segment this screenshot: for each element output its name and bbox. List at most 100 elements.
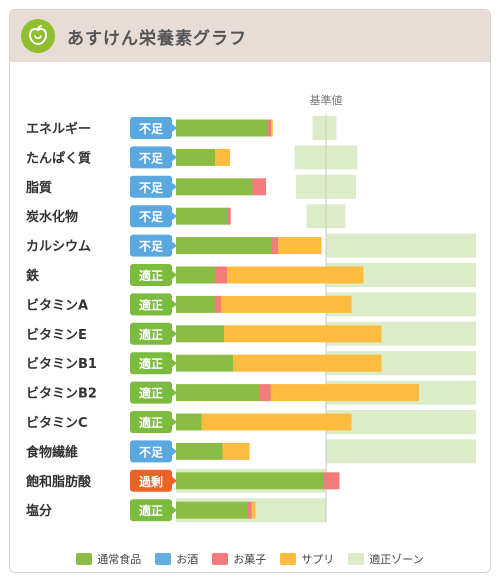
badge-pointer [172,241,177,250]
status-badge [130,146,172,169]
bar-snacks [215,295,221,313]
optimal-zone [326,410,476,434]
bar-normal-food [176,266,215,284]
status-badge-text: 適正 [139,503,163,518]
badge-pointer [172,300,177,309]
status-badge-text: 適正 [139,386,163,401]
status-badge-text: 適正 [139,268,163,283]
nutrient-label: エネルギー [26,121,91,137]
badge-pointer [172,418,177,426]
status-badge-text: 不足 [139,151,163,165]
nutrient-label: 鉄 [26,268,39,284]
bar-normal-food [176,178,253,196]
bar-supplements [270,384,419,402]
bar-normal-food [176,237,272,255]
bar-supplements [271,119,273,137]
nutrient-label: たんぱく質 [26,150,91,166]
badge-pointer [172,329,177,338]
reference-label: 基準値 [310,93,343,107]
page-title: あすけん栄養素グラフ [67,28,247,49]
optimal-zone [312,116,337,140]
bar-supplements [227,266,364,284]
chart-legend: 通常食品 お酒 お菓子 サプリ 適正ゾーン [10,548,490,570]
status-badge [130,205,172,228]
nutrient-label: 飽和脂肪酸 [25,474,92,490]
status-badge [130,175,172,198]
legend-swatch [76,553,93,565]
nutrient-label: 食物繊維 [26,444,78,460]
bar-normal-food [176,325,224,343]
bar-normal-food [176,472,323,490]
nutrient-label: ビタミンB2 [26,386,97,402]
nutrient-label: カルシウム [26,240,91,255]
bar-supplements [215,148,230,166]
status-badge-text: 適正 [139,297,163,312]
badge-pointer [172,506,177,515]
status-badge-text: 不足 [139,122,163,136]
badge-pointer [172,388,177,397]
status-badge [130,117,172,139]
legend-item: 通常食品 [76,551,141,567]
legend-swatch [348,553,365,565]
legend-item: お菓子 [212,551,266,567]
bar-normal-food [176,354,233,372]
badge-pointer [172,271,177,279]
nutrient-graph-card: あすけん栄養素グラフ 基準値 エネルギー 不足 たんぱく質 不足 脂質 不足 炭水化物 不足 カル… [9,9,491,573]
badge-pointer [172,447,177,456]
status-badge-text: 適正 [139,415,163,430]
bar-snacks [248,501,252,519]
bar-supplements [251,501,256,519]
nutrient-label: ビタミンC [26,415,88,431]
legend-label: お菓子 [233,553,267,566]
status-badge-text: 過剰 [138,474,163,489]
bar-normal-food [176,119,268,137]
status-badge [130,264,172,286]
card-header: あすけん栄養素グラフ [10,10,490,62]
bar-normal-food [176,384,260,402]
bar-snacks [215,266,227,284]
bar-normal-food [176,442,223,460]
legend-swatch [212,553,229,565]
legend-label: お酒 [176,553,199,566]
status-badge [130,499,172,522]
status-badge [130,411,172,433]
bar-normal-food [176,207,227,225]
nutrient-label: ビタミンB1 [26,356,97,372]
bar-snacks [272,237,278,255]
legend-item: サプリ [280,551,334,567]
nutrient-label: ビタミンE [26,327,87,343]
optimal-zone [326,233,476,258]
badge-pointer [172,476,177,485]
status-badge [130,352,172,375]
bar-supplements [201,413,352,431]
bar-supplements [224,325,382,343]
status-badge [130,234,172,257]
bar-supplements [233,354,382,372]
legend-label: サプリ [301,553,335,566]
legend-label: 適正ゾーン [369,553,424,566]
apple-icon [21,19,55,53]
legend-swatch [280,553,297,565]
bar-normal-food [176,295,215,313]
legend-item: 適正ゾーン [348,551,424,567]
badge-pointer [172,212,177,221]
bar-snacks [323,472,340,490]
legend-item: お酒 [155,551,198,567]
bar-supplements [221,295,352,313]
badge-pointer [172,124,177,132]
status-badge [130,469,172,492]
optimal-zone [326,439,476,464]
status-badge [130,293,172,316]
status-badge-text: 不足 [139,240,163,254]
legend-label: 通常食品 [97,553,142,566]
status-badge [130,322,172,345]
nutrient-label: 炭水化物 [26,209,78,225]
nutrient-label: 塩分 [26,503,52,519]
status-badge-text: 不足 [139,210,163,224]
bar-normal-food [176,148,215,166]
bar-supplements [278,237,322,255]
bar-snacks [267,119,272,137]
status-badge-text: 不足 [139,181,163,195]
optimal-zone [326,292,476,317]
badge-pointer [172,182,177,191]
